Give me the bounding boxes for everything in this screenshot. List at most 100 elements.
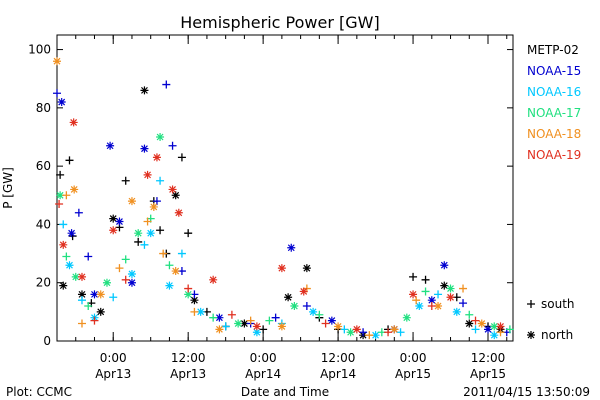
star-marker	[327, 316, 336, 325]
x-tick-time-label: 0:00	[250, 351, 277, 365]
plus-marker	[459, 299, 468, 308]
star-marker	[69, 118, 78, 127]
star-marker	[53, 57, 61, 66]
plot-frame	[56, 34, 514, 342]
star-marker	[277, 264, 286, 273]
plus-marker	[302, 302, 311, 311]
x-tick-date-label: Apr13	[170, 367, 206, 381]
legend-entry-noaa-19: NOAA-19	[527, 148, 581, 162]
plus-marker	[265, 316, 274, 325]
plus-marker	[121, 176, 130, 185]
star-marker	[57, 98, 66, 107]
series-noaa-18	[53, 57, 505, 340]
star-marker	[67, 229, 76, 238]
series-noaa-16	[59, 176, 499, 340]
plus-marker	[184, 229, 193, 238]
plus-marker	[315, 310, 324, 319]
star-marker	[290, 302, 299, 311]
star-marker	[77, 272, 86, 281]
x-tick-date-label: Apr13	[95, 367, 131, 381]
star-marker	[496, 322, 505, 331]
star-marker	[477, 319, 486, 328]
plus-marker	[74, 208, 83, 217]
star-marker	[490, 331, 499, 340]
star-marker	[240, 319, 249, 328]
series-metp-02	[56, 86, 505, 340]
star-marker	[152, 153, 161, 162]
x-tick-time-label: 12:00	[171, 351, 206, 365]
plus-marker	[84, 302, 93, 311]
star-marker	[287, 243, 296, 252]
star-marker	[452, 307, 461, 316]
star-marker	[77, 290, 86, 299]
plus-marker	[384, 328, 393, 337]
legend-entry-metp-02: METP-02	[527, 43, 579, 57]
plus-marker	[56, 170, 65, 179]
y-tick-label: 0	[43, 334, 51, 348]
star-marker	[171, 191, 180, 200]
legend-entry-noaa-15: NOAA-15	[527, 64, 581, 78]
plus-marker	[62, 191, 71, 200]
plus-marker	[396, 328, 405, 337]
star-marker	[215, 325, 224, 334]
y-tick-label: 40	[36, 217, 51, 231]
plus-marker	[62, 252, 71, 261]
star-marker	[446, 293, 455, 302]
plus-marker	[156, 176, 165, 185]
star-marker	[309, 307, 318, 316]
plus-marker	[359, 328, 368, 337]
y-tick-label: 100	[28, 43, 51, 57]
plus-marker	[246, 316, 255, 325]
star-marker	[127, 278, 136, 287]
star-marker	[65, 261, 74, 270]
x-tick-time-label: 0:00	[100, 351, 127, 365]
star-marker	[127, 197, 136, 206]
plus-marker	[55, 200, 64, 209]
star-marker	[184, 290, 193, 299]
y-axis-label: P [GW]	[1, 167, 15, 209]
plus-marker	[121, 275, 130, 284]
star-marker	[143, 170, 152, 179]
x-tick-time-label: 12:00	[321, 351, 356, 365]
plus-marker	[221, 322, 230, 331]
y-tick-label: 60	[36, 159, 51, 173]
plus-marker	[152, 197, 161, 206]
x-axis-label: Date and Time	[241, 385, 329, 399]
plus-marker	[156, 226, 165, 235]
star-marker	[299, 287, 308, 296]
star-marker	[140, 144, 149, 153]
star-marker	[106, 141, 115, 150]
star-marker	[390, 325, 399, 334]
x-tick-date-label: Apr14	[245, 367, 281, 381]
star-marker	[59, 240, 68, 249]
plus-marker	[168, 141, 177, 150]
star-marker	[56, 191, 65, 200]
star-marker	[102, 278, 111, 287]
star-marker	[109, 226, 118, 235]
star-marker	[71, 272, 80, 281]
marker-legend-north: north	[541, 328, 573, 342]
x-tick-time-label: 0:00	[400, 351, 427, 365]
plus-marker	[84, 252, 93, 261]
star-marker	[171, 267, 180, 276]
legend-entry-noaa-18: NOAA-18	[527, 127, 581, 141]
star-marker	[70, 185, 79, 194]
star-marker	[334, 322, 343, 331]
star-marker	[190, 296, 199, 305]
plus-marker	[459, 284, 468, 293]
x-tick-date-label: Apr15	[470, 367, 506, 381]
star-marker	[59, 281, 68, 290]
plus-marker	[177, 153, 186, 162]
star-marker	[446, 284, 455, 293]
x-axis: 0:00 Apr13 12:00 Apr13 0:00 Apr14 12:00 Apr14 0:…	[56, 35, 508, 381]
star-marker	[352, 325, 361, 334]
star-marker	[409, 290, 418, 299]
plus-marker	[162, 80, 171, 89]
star-marker	[127, 269, 136, 278]
y-tick-label: 20	[36, 276, 51, 290]
plus-marker	[465, 310, 474, 319]
plus-marker	[53, 89, 61, 98]
marker-legend: south north	[527, 297, 575, 342]
legend-entry-noaa-16: NOAA-16	[527, 85, 581, 99]
